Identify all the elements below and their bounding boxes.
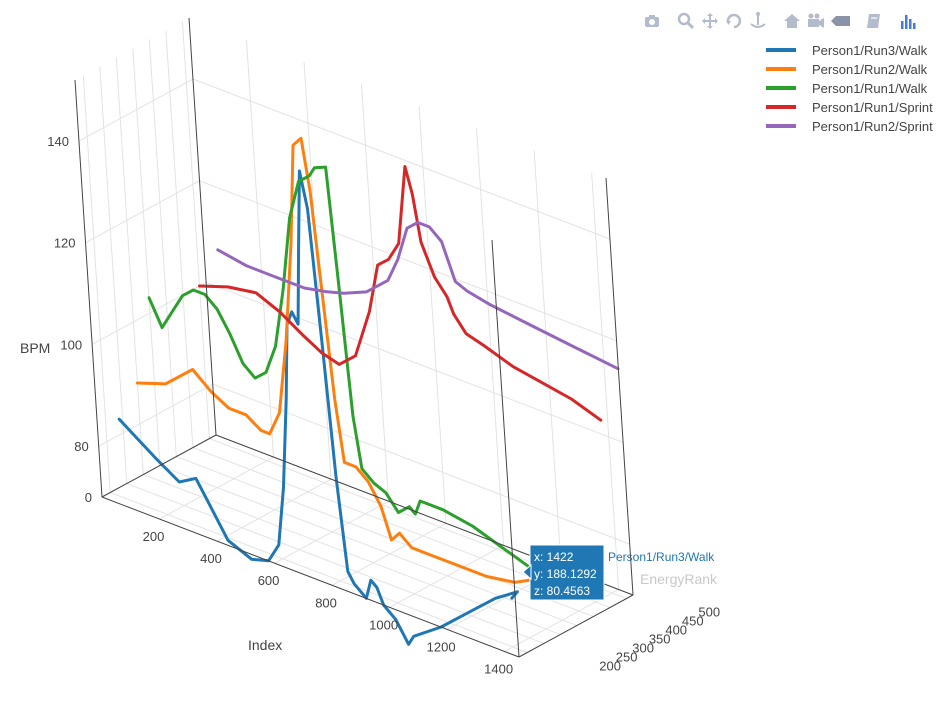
hover-series-name: Person1/Run3/Walk	[608, 550, 715, 564]
y-tick-label: 400	[665, 623, 687, 638]
grid-line	[99, 66, 128, 484]
z-tick-label: 0	[85, 490, 92, 505]
grid-line	[246, 40, 275, 458]
modebar-toolbar	[640, 10, 920, 32]
z-tick-label: 80	[74, 439, 88, 454]
grid-line	[476, 128, 505, 546]
grid-line	[303, 62, 332, 480]
x-tick-label: 800	[315, 595, 337, 610]
grid-line	[181, 21, 210, 439]
y-tick-label: 350	[649, 632, 671, 647]
x-tick-label: 200	[143, 529, 165, 544]
series-line-3	[147, 165, 562, 591]
z-tick-label: 120	[54, 236, 76, 251]
tag-icon[interactable]	[828, 10, 852, 32]
y-tick-label: 200	[599, 659, 621, 674]
grid-line	[159, 465, 578, 627]
plotly-logo-icon[interactable]	[896, 10, 920, 32]
edit-in-chart-studio-icon[interactable]	[862, 10, 886, 32]
pan-icon[interactable]	[698, 10, 722, 32]
x-tick-label: 1200	[427, 639, 456, 654]
axis-edge	[101, 496, 520, 658]
grid-line	[159, 456, 274, 520]
x-tick-label: 1000	[369, 617, 398, 632]
hover-pointer	[522, 563, 532, 581]
x-tick-label: 1400	[484, 661, 513, 676]
grid-line	[199, 180, 617, 342]
hover-label: x: 1422 y: 188.1292 z: 80.4563 Person1/R…	[522, 544, 715, 601]
y-tick-label: 450	[682, 614, 704, 629]
legend-item-label[interactable]: Person1/Run1/Walk	[812, 81, 928, 96]
legend-item-label[interactable]: Person1/Run1/Sprint	[812, 100, 933, 115]
y-tick-label: 250	[616, 650, 638, 665]
camera-icon[interactable]	[640, 10, 664, 32]
axis-edge	[605, 177, 634, 596]
grid-line	[78, 78, 194, 142]
axis-edge	[491, 239, 520, 658]
grid-line	[98, 383, 213, 447]
grid-line	[132, 48, 161, 466]
grid-line	[82, 75, 111, 493]
legend: Person1/Run3/Walk Person1/Run2/Walk Person…	[766, 43, 933, 134]
series-line-1	[117, 169, 519, 646]
series-line-4	[198, 165, 603, 422]
video-camera-icon[interactable]	[804, 10, 828, 32]
zoom-icon[interactable]	[674, 10, 698, 32]
axis-edge	[101, 434, 217, 498]
x-tick-label: 600	[258, 573, 280, 588]
grid-line	[216, 478, 332, 542]
turntable-rotation-icon[interactable]	[746, 10, 770, 32]
legend-item-label[interactable]: Person1/Run2/Walk	[812, 62, 928, 77]
orbit-rotation-icon[interactable]	[722, 10, 746, 32]
axis-edge	[188, 17, 217, 436]
grid-line	[591, 172, 620, 590]
y-tick-label: 300	[632, 641, 654, 656]
grid-line	[115, 57, 144, 475]
grid-line	[148, 39, 177, 457]
grid-line	[389, 544, 504, 608]
legend-item-label[interactable]: Person1/Run3/Walk	[812, 43, 928, 58]
legend-item-label[interactable]: Person1/Run2/Sprint	[812, 119, 933, 134]
grid-line	[110, 492, 528, 653]
grid-line	[533, 150, 562, 568]
grid-line	[274, 500, 389, 564]
grid-line	[126, 483, 544, 644]
y-axis-title: EnergyRank	[640, 571, 718, 587]
z-axis-title: BPM	[20, 340, 50, 356]
z-tick-label: 140	[47, 134, 69, 149]
hover-x-value: x: 1422	[534, 550, 574, 564]
grid-line	[361, 84, 390, 502]
grid-line	[165, 30, 194, 448]
grid-line	[85, 180, 200, 244]
grid-line	[418, 106, 447, 524]
series-line-2	[135, 136, 545, 584]
axis-edge	[518, 594, 634, 658]
grid-line	[192, 78, 611, 240]
grid-line	[212, 383, 630, 545]
y-tick-label: 500	[698, 605, 720, 620]
grid-line	[143, 474, 561, 636]
x-tick-label: 400	[200, 551, 222, 566]
axis-edge	[74, 79, 103, 498]
home-icon[interactable]	[780, 10, 804, 32]
grid-line	[176, 456, 594, 618]
x-axis-title: Index	[248, 637, 282, 653]
hover-y-value: y: 188.1292	[534, 567, 597, 581]
series-line-5	[216, 221, 620, 371]
hover-z-value: z: 80.4563	[534, 584, 590, 598]
z-tick-label: 100	[60, 337, 82, 352]
